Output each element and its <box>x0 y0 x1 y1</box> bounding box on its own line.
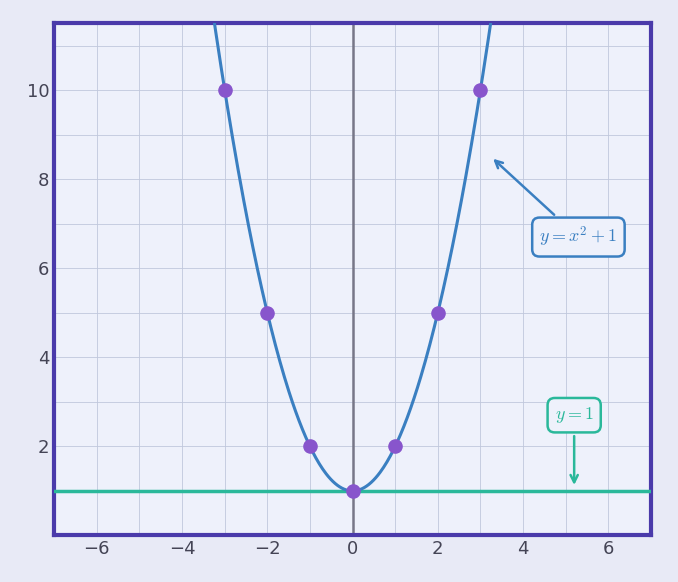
Point <box>433 308 443 317</box>
Point <box>219 86 230 95</box>
Point <box>390 442 401 451</box>
Point <box>262 308 273 317</box>
Point <box>304 442 315 451</box>
Point <box>475 86 486 95</box>
Text: $y = 1$: $y = 1$ <box>555 405 593 482</box>
Point <box>347 486 358 495</box>
Text: $y = x^2 + 1$: $y = x^2 + 1$ <box>495 161 618 249</box>
